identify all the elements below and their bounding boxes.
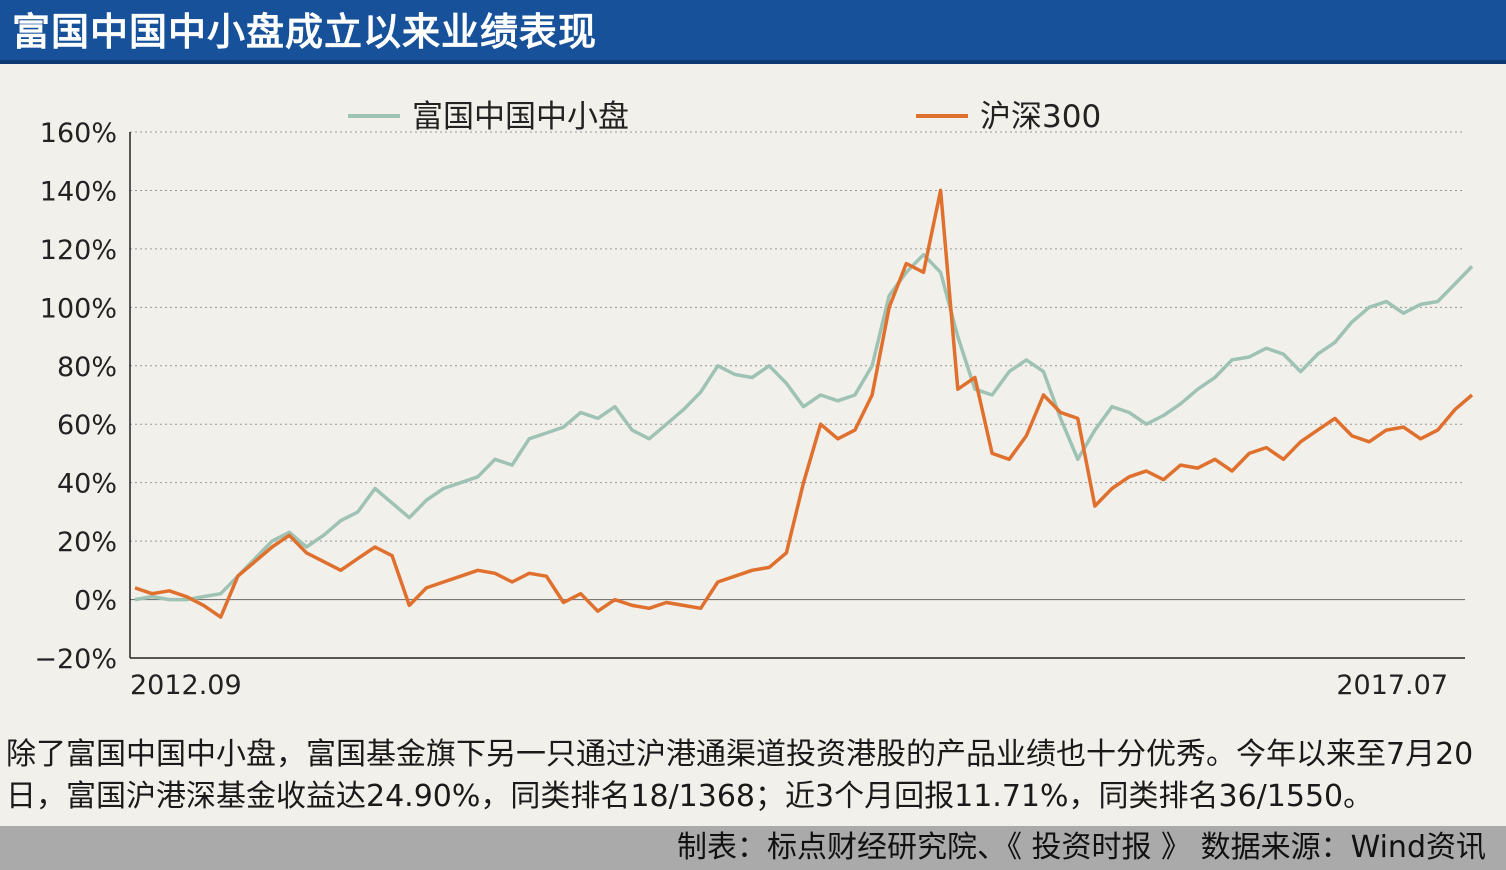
- footer-bar: 制表：标点财经研究院、《 投资时报 》 数据来源：Wind资讯: [0, 826, 1506, 870]
- chart-title: 富国中国中小盘成立以来业绩表现: [12, 10, 598, 54]
- x-tick-labels: 2012.09 2017.07: [130, 670, 1448, 701]
- y-tick-label: 160%: [40, 118, 117, 149]
- series-line-fund: [134, 252, 1474, 602]
- y-tick-label: 80%: [57, 352, 117, 383]
- caption-text: 除了富国中国中小盘，富国基金旗下另一只通过沪港通渠道投资港股的产品业绩也十分优秀…: [6, 737, 1474, 814]
- y-tick-label: 20%: [57, 527, 117, 558]
- legend: 富国中国中小盘 沪深300: [348, 99, 1101, 135]
- x-tick-label: 2017.07: [1336, 670, 1448, 701]
- y-tick-label: 60%: [57, 410, 117, 441]
- line-chart: −20% 0% 20% 40% 60% 80% 100% 120% 140% 160% 2012.…: [34, 99, 1474, 701]
- y-tick-label: 100%: [40, 293, 117, 324]
- x-tick-label: 2012.09: [130, 670, 242, 701]
- series-layer: [134, 188, 1474, 619]
- series-line-index: [134, 188, 1474, 619]
- source-credit: 制表：标点财经研究院、《 投资时报 》 数据来源：Wind资讯: [676, 830, 1486, 865]
- y-tick-label: 0%: [74, 586, 117, 617]
- y-tick-label: 140%: [40, 176, 117, 207]
- y-tick-label: −20%: [34, 644, 117, 675]
- legend-label: 沪深300: [980, 99, 1101, 135]
- y-tick-label: 40%: [57, 469, 117, 500]
- y-tick-labels: −20% 0% 20% 40% 60% 80% 100% 120% 140% 160%: [34, 118, 117, 675]
- grid-lines: [130, 131, 1465, 601]
- legend-label: 富国中国中小盘: [412, 99, 629, 135]
- y-tick-label: 120%: [40, 235, 117, 266]
- chart-header: 富国中国中小盘成立以来业绩表现: [0, 0, 1506, 64]
